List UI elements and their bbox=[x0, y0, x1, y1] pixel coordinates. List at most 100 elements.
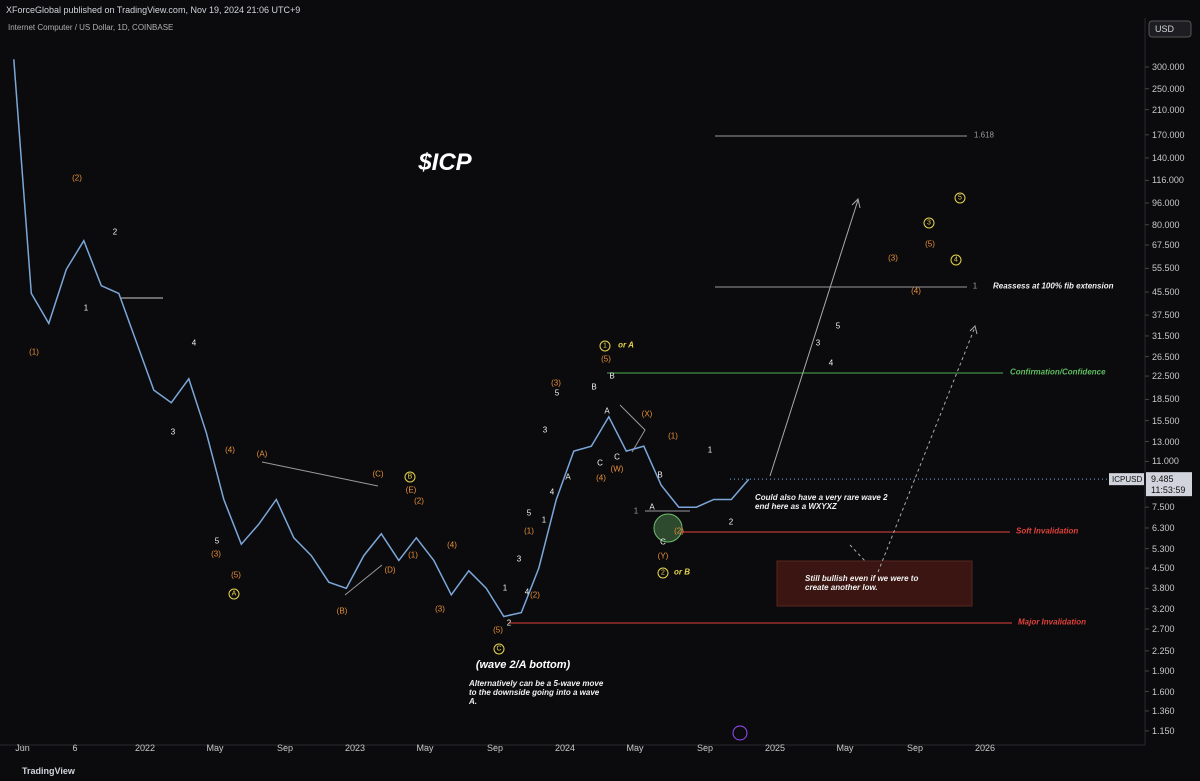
annotation: (1) bbox=[29, 347, 39, 357]
y-tick-label: 26.500 bbox=[1152, 351, 1180, 362]
annotation: 4 bbox=[950, 254, 962, 266]
price-tag bbox=[1146, 472, 1192, 497]
annotation: 5 bbox=[954, 192, 966, 204]
annotation: (5) bbox=[493, 625, 503, 635]
y-tick-label: 170.000 bbox=[1152, 129, 1185, 140]
y-tick-label: 116.000 bbox=[1152, 175, 1184, 186]
annotation: B bbox=[657, 470, 663, 480]
annotation: (W) bbox=[610, 464, 624, 474]
note-box bbox=[776, 560, 973, 607]
annotation: 3 bbox=[542, 425, 548, 435]
annotation: (B) bbox=[336, 606, 348, 616]
annotation: 3 bbox=[516, 554, 522, 564]
annotation: A bbox=[649, 502, 655, 512]
annotation: 1 bbox=[633, 506, 639, 516]
x-tick-label: May bbox=[206, 743, 224, 753]
annotation: (4) bbox=[596, 473, 606, 483]
annotation: (3) bbox=[211, 549, 221, 559]
highlight-circle bbox=[653, 513, 683, 543]
annotation: Reassess at 100% fib extension bbox=[993, 281, 1114, 291]
price-tag-text: 9.485 bbox=[1151, 474, 1174, 484]
y-tick-label: 3.200 bbox=[1152, 603, 1175, 614]
annotation: 5 bbox=[526, 508, 532, 518]
annotation: 3 bbox=[815, 338, 821, 348]
annotation: 5 bbox=[835, 321, 841, 331]
annotation: Still bullish even if we were to create … bbox=[805, 574, 919, 592]
annotation: A bbox=[604, 406, 610, 416]
x-tick-label: May bbox=[836, 743, 854, 753]
annotation: (1) bbox=[524, 526, 534, 536]
x-tick-label: Sep bbox=[486, 743, 504, 753]
annotation: C bbox=[597, 458, 603, 468]
annotation: (3) bbox=[551, 378, 561, 388]
annotation: Soft Invalidation bbox=[1016, 526, 1079, 536]
annotation: 4 bbox=[524, 587, 530, 597]
annotation: or B bbox=[674, 567, 690, 577]
y-tick-label: 1.150 bbox=[1152, 725, 1175, 736]
y-tick-label: 15.500 bbox=[1152, 415, 1180, 426]
x-tick-label: Sep bbox=[276, 743, 294, 753]
annotation: (2) bbox=[674, 526, 684, 536]
annotation: C bbox=[614, 452, 620, 462]
icon bbox=[732, 725, 748, 741]
y-tick-label: 37.500 bbox=[1152, 310, 1180, 321]
annotation: A bbox=[228, 588, 240, 600]
y-tick-label: 7.500 bbox=[1152, 502, 1175, 513]
annotation: (1) bbox=[668, 431, 678, 441]
x-tick-label: 2026 bbox=[974, 743, 996, 753]
annotation: C bbox=[660, 537, 666, 547]
y-tick-label: 140.000 bbox=[1152, 152, 1185, 163]
x-tick-label: May bbox=[416, 743, 434, 753]
annotation: (D) bbox=[384, 565, 396, 575]
y-tick-label: 13.000 bbox=[1152, 436, 1180, 447]
arrow-head bbox=[851, 198, 861, 209]
annotation: 1 bbox=[972, 281, 978, 291]
projection-arrow bbox=[877, 326, 976, 573]
trend-line bbox=[619, 404, 646, 453]
x-tick-label: 2022 bbox=[134, 743, 156, 753]
annotation: 4 bbox=[549, 487, 555, 497]
annotation: Major Invalidation bbox=[1018, 617, 1087, 627]
y-tick-label: 210.000 bbox=[1152, 104, 1185, 115]
annotation: 4 bbox=[828, 358, 834, 368]
x-tick-label: 2025 bbox=[764, 743, 786, 753]
currency: USD bbox=[1155, 24, 1175, 34]
annotation: (3) bbox=[435, 604, 445, 614]
annotation: (2) bbox=[530, 590, 540, 600]
y-tick-label: 2.250 bbox=[1152, 645, 1175, 656]
annotation: 1.618 bbox=[973, 130, 995, 140]
annotation: 4 bbox=[191, 338, 197, 348]
annotation: (X) bbox=[641, 409, 653, 419]
y-tick-label: 3.800 bbox=[1152, 583, 1175, 594]
annotation: (C) bbox=[372, 469, 384, 479]
annotation: (4) bbox=[447, 540, 457, 550]
y-tick-label: 4.500 bbox=[1152, 563, 1175, 574]
annotation: B bbox=[609, 371, 615, 381]
annotation: 1 bbox=[541, 515, 547, 525]
annotation: or A bbox=[618, 340, 634, 350]
chart-title: $ICP bbox=[418, 148, 472, 176]
annotation: (E) bbox=[405, 485, 417, 495]
y-tick-label: 55.500 bbox=[1152, 263, 1180, 274]
annotation: 1 bbox=[599, 340, 611, 352]
annotation: (3) bbox=[888, 253, 898, 263]
y-tick-label: 96.000 bbox=[1152, 197, 1180, 208]
annotation: 3 bbox=[170, 427, 176, 437]
y-tick-label: 45.500 bbox=[1152, 287, 1180, 298]
annotation: Confirmation/Confidence bbox=[1010, 367, 1106, 377]
arrow-head bbox=[969, 325, 978, 335]
annotation: (5) bbox=[601, 354, 611, 364]
annotation: Could also have a very rare wave 2 end h… bbox=[755, 493, 888, 511]
publisher: XForceGlobal published on TradingView.co… bbox=[6, 5, 300, 15]
annotation: (A) bbox=[256, 449, 268, 459]
annotation: C bbox=[493, 643, 505, 655]
annotation: 2 bbox=[728, 517, 734, 527]
y-tick-label: 6.300 bbox=[1152, 522, 1175, 533]
annotation: 1 bbox=[707, 445, 713, 455]
annotation: 2 bbox=[112, 227, 118, 237]
footer-bar bbox=[0, 760, 1200, 781]
annotation: (1) bbox=[408, 550, 418, 560]
annotation: 2 bbox=[506, 618, 512, 628]
